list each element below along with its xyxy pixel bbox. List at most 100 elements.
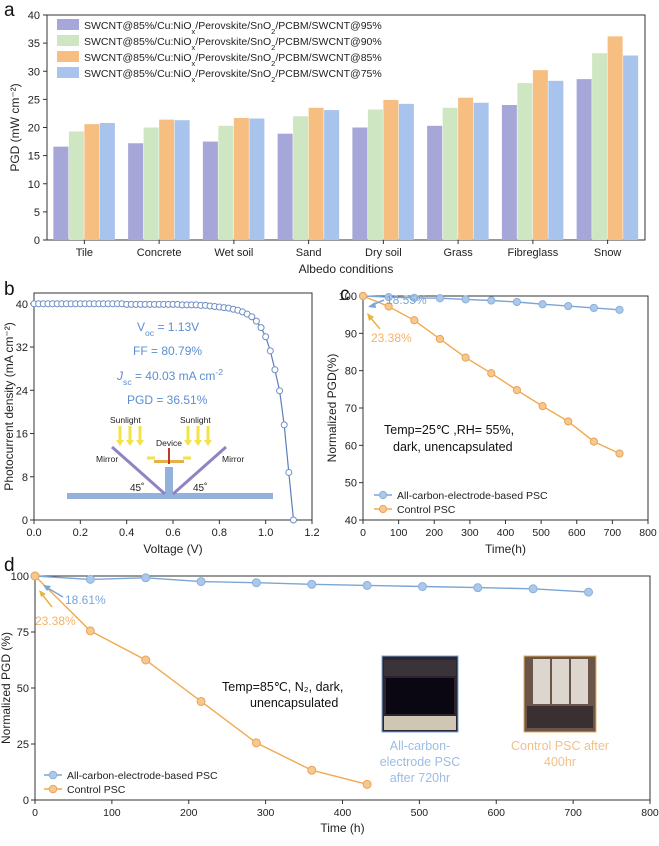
bar — [277, 133, 293, 240]
bar — [143, 127, 159, 240]
x-axis-title: Voltage (V) — [143, 542, 202, 556]
sunlight-arrow-head — [184, 440, 192, 446]
jv-point — [280, 421, 288, 429]
bar — [159, 119, 175, 240]
legend-swatch — [57, 51, 79, 62]
sunlight-arrow-head — [126, 440, 134, 446]
bar — [473, 102, 489, 240]
annotation-jsc: Jsc = 40.03 mA cm-2 — [116, 367, 223, 387]
y-tick-label: 25 — [17, 739, 29, 751]
legend-swatch — [57, 19, 79, 30]
x-tick-label: 0.6 — [165, 527, 180, 539]
data-point-all-carbon — [307, 579, 317, 589]
y-tick-label: 16 — [16, 429, 28, 441]
legend-marker — [378, 490, 388, 500]
legend-marker — [378, 504, 388, 514]
y-tick-label: 70 — [345, 403, 357, 415]
inset-label-angle-right: 45˚ — [193, 482, 207, 494]
jv-point — [276, 387, 284, 395]
bar — [367, 109, 383, 240]
photo-all-carbon-film — [386, 678, 454, 714]
data-point-all-carbon — [615, 305, 624, 314]
photo-control-cell — [571, 659, 588, 704]
bar — [427, 125, 443, 240]
inset-label-device: Device — [156, 438, 182, 448]
x-tick-label: 1.0 — [258, 527, 273, 539]
bar — [607, 36, 623, 240]
bar — [128, 143, 144, 240]
annotation-voc: Voc = 1.13V — [137, 320, 199, 338]
x-tick-label: 400 — [497, 527, 515, 539]
inset-mirror-left — [111, 445, 166, 496]
data-point-all-carbon — [85, 574, 95, 584]
inset-label-mirror-right: Mirror — [222, 454, 244, 464]
x-tick-label: Fibreglass — [508, 247, 559, 259]
photo-control-cell — [533, 659, 550, 704]
panel-c-stability-chart: c 40 50 60 70 80 90 100 0 100 200 300 400 500 600 700 80… — [325, 284, 657, 556]
photo-caption-control: Control PSC after — [511, 739, 609, 753]
x-tick-label: 300 — [461, 527, 479, 539]
data-point-control — [615, 449, 624, 458]
legend-marker — [48, 770, 58, 780]
data-point-control — [384, 302, 393, 311]
inset-label-angle-left: 45˚ — [130, 482, 144, 494]
arrow-head-control — [39, 590, 46, 597]
x-tick-label: 100 — [390, 527, 408, 539]
panel-b-jv-curve: b 0 8 16 24 32 40 0.0 0.2 0.4 0.6 0.8 1.0 1.2 Voltage … — [2, 279, 320, 556]
inset-label-sunlight-left: Sunlight — [110, 415, 141, 425]
x-tick-label: 400 — [334, 807, 352, 819]
data-point-all-carbon — [512, 297, 522, 307]
legend-label: All-carbon-electrode-based PSC — [67, 770, 218, 782]
y-tick-label: 0 — [34, 235, 40, 247]
photo-caption-all-carbon: electrode PSC — [380, 755, 461, 769]
annotation-decay-all-carbon: 18.61% — [65, 593, 106, 607]
data-point-control — [589, 437, 598, 446]
data-point-all-carbon — [141, 573, 151, 583]
legend-label: Control PSC — [397, 504, 456, 516]
x-tick-label: 0.4 — [119, 527, 134, 539]
jv-point — [271, 366, 279, 374]
bar — [68, 131, 84, 240]
x-tick-label: Tile — [76, 247, 93, 259]
x-tick-label: 0.0 — [26, 527, 41, 539]
legend-label: All-carbon-electrode-based PSC — [397, 490, 548, 502]
bar — [517, 83, 533, 240]
bar — [458, 97, 474, 240]
y-tick-label: 100 — [11, 571, 29, 583]
y-tick-label: 40 — [16, 299, 28, 311]
y-tick-label: 90 — [345, 328, 357, 340]
jv-point — [262, 333, 270, 341]
arrow-head-control — [367, 313, 374, 321]
x-tick-label: 300 — [257, 807, 275, 819]
sunlight-arrow-head — [136, 440, 144, 446]
plot-frame — [362, 295, 649, 521]
x-axis-title: Time (h) — [320, 821, 364, 835]
bar — [548, 80, 564, 240]
legend-entry: SWCNT@85%/Cu:NiOx/Perovskite/SnO2/PCBM/S… — [84, 36, 382, 52]
sunlight-arrow-head — [194, 440, 202, 446]
x-tick-label: 0 — [32, 807, 38, 819]
y-tick-label: 40 — [345, 515, 357, 527]
photo-caption-all-carbon: after 720hr — [390, 771, 450, 785]
data-point-all-carbon — [584, 587, 593, 597]
data-point-all-carbon — [528, 584, 538, 594]
jv-point — [252, 317, 260, 325]
data-point-control — [487, 369, 496, 378]
bar — [308, 107, 324, 240]
data-point-control — [435, 334, 445, 344]
annotation-decay-all-carbon: 18.55% — [386, 293, 427, 307]
panel-label-a: a — [4, 0, 15, 21]
bar — [623, 55, 639, 240]
legend-entry: SWCNT@85%/Cu:NiOx/Perovskite/SnO2/PCBM/S… — [84, 68, 382, 84]
bar — [249, 118, 265, 240]
bar — [293, 116, 309, 240]
bar — [84, 124, 100, 240]
inset-device-stand — [165, 467, 173, 494]
data-point-all-carbon — [384, 293, 393, 302]
y-tick-label: 20 — [28, 123, 40, 135]
data-point-control — [30, 571, 40, 581]
y-tick-label: 50 — [345, 478, 357, 490]
jv-point — [248, 313, 256, 321]
photo-caption-all-carbon: All-carbon- — [390, 739, 450, 753]
